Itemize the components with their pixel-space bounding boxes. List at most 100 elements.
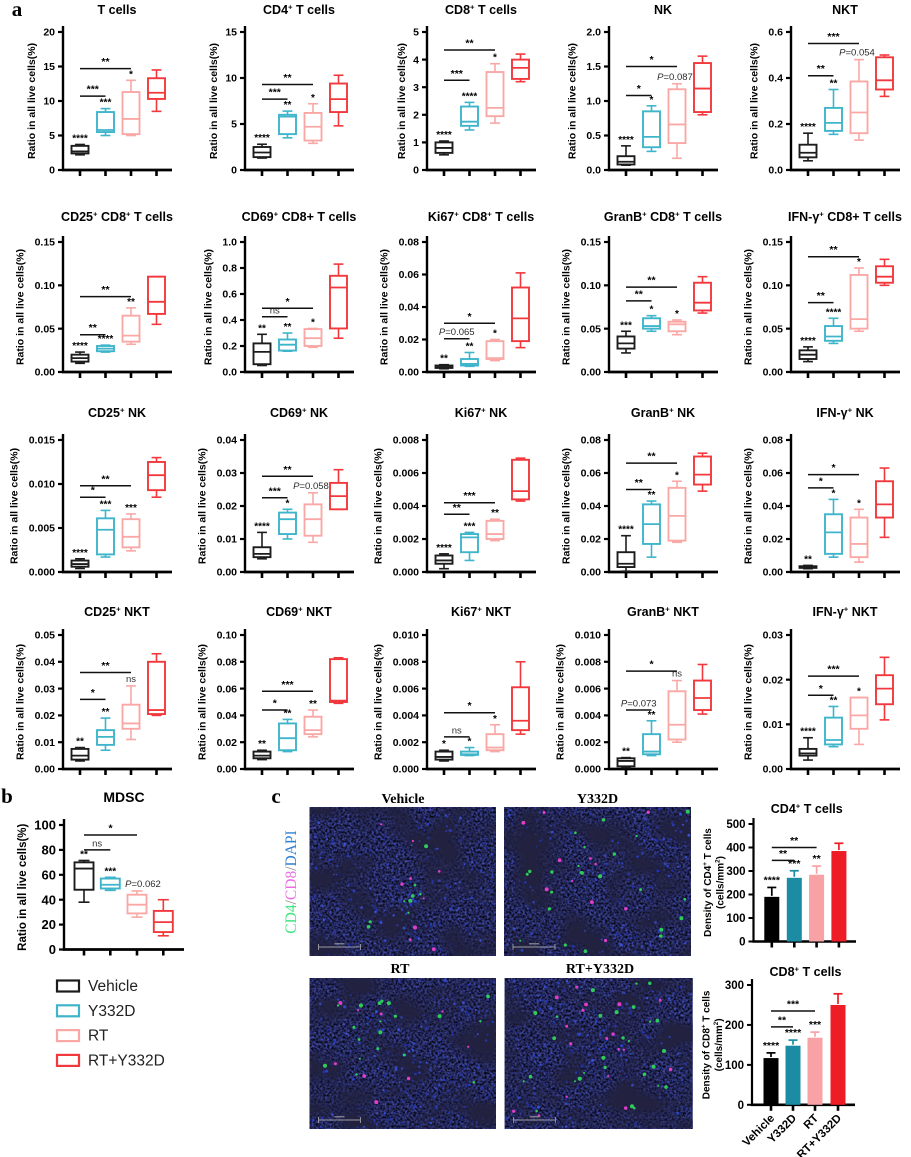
svg-text:0.03: 0.03 <box>217 468 238 480</box>
svg-text:0.05: 0.05 <box>35 323 56 335</box>
svg-text:CD69+ CD8+ T cells: CD69+ CD8+ T cells <box>242 209 357 224</box>
svg-text:Ratio in all live cells(%): Ratio in all live cells(%) <box>742 249 754 365</box>
svg-text:CD8+ T cells: CD8+ T cells <box>770 964 842 979</box>
svg-text:****: **** <box>800 336 816 347</box>
svg-text:GranB+ CD8+ T cells: GranB+ CD8+ T cells <box>604 209 722 224</box>
svg-text:IFN-γ+ CD8+ T cells: IFN-γ+ CD8+ T cells <box>788 209 902 224</box>
svg-text:b: b <box>1 784 13 808</box>
svg-text:0: 0 <box>49 942 56 957</box>
svg-text:200: 200 <box>725 1020 744 1032</box>
svg-text:0.04: 0.04 <box>763 501 784 513</box>
svg-text:*: * <box>832 488 836 499</box>
svg-text:P=0.065: P=0.065 <box>439 327 475 338</box>
svg-text:P=0.062: P=0.062 <box>125 879 161 890</box>
svg-text:RT: RT <box>391 962 411 977</box>
svg-text:0.10: 0.10 <box>763 280 784 292</box>
svg-text:0.02: 0.02 <box>763 674 784 686</box>
svg-text:*: * <box>650 305 654 316</box>
svg-text:500: 500 <box>726 819 745 831</box>
svg-text:0.06: 0.06 <box>399 269 420 281</box>
svg-text:0.8: 0.8 <box>222 263 237 275</box>
svg-text:Ki67+ NKT: Ki67+ NKT <box>451 604 511 619</box>
svg-text:0.02: 0.02 <box>581 534 602 546</box>
svg-text:**: ** <box>80 849 88 860</box>
svg-text:ns: ns <box>126 674 136 685</box>
svg-text:RT: RT <box>88 1028 109 1045</box>
svg-text:Ratio in all live cells(%): Ratio in all live cells(%) <box>373 644 385 760</box>
svg-text:*: * <box>649 54 654 66</box>
svg-text:CD25+ NK: CD25+ NK <box>88 405 146 420</box>
svg-text:*: * <box>493 53 497 64</box>
svg-text:CD4/CD8/DAPI: CD4/CD8/DAPI <box>283 830 300 933</box>
svg-text:Ratio in all live cells(%): Ratio in all live cells(%) <box>378 249 390 365</box>
svg-text:***: *** <box>125 503 137 514</box>
svg-text:0.5: 0.5 <box>586 130 601 142</box>
svg-text:0.015: 0.015 <box>29 435 55 447</box>
svg-text:P=0.087: P=0.087 <box>657 72 693 83</box>
svg-text:**: ** <box>284 708 292 719</box>
svg-text:0.04: 0.04 <box>217 435 238 447</box>
svg-text:0.006: 0.006 <box>393 468 419 480</box>
svg-text:MDSC: MDSC <box>103 789 144 805</box>
svg-text:*: * <box>467 311 472 323</box>
svg-text:0.00: 0.00 <box>581 367 602 379</box>
svg-text:*: * <box>467 700 472 712</box>
svg-text:1.0: 1.0 <box>586 96 601 108</box>
svg-text:(cells/mm2): (cells/mm2) <box>715 856 727 909</box>
svg-text:0.002: 0.002 <box>575 737 601 749</box>
svg-text:0: 0 <box>49 165 55 177</box>
svg-text:**: ** <box>813 853 822 865</box>
svg-text:0.02: 0.02 <box>217 737 238 749</box>
svg-text:CD69+ NK: CD69+ NK <box>270 405 328 420</box>
svg-text:0.00: 0.00 <box>217 567 238 579</box>
svg-text:**: ** <box>127 297 135 308</box>
svg-text:Ratio in all live cells(%): Ratio in all live cells(%) <box>196 448 208 564</box>
svg-text:100: 100 <box>34 818 56 833</box>
svg-text:Ratio in all live cells(%): Ratio in all live cells(%) <box>748 43 760 159</box>
svg-text:**: ** <box>817 290 826 302</box>
svg-text:0.008: 0.008 <box>393 435 419 447</box>
svg-text:15: 15 <box>43 61 55 73</box>
svg-text:**: ** <box>778 1014 787 1026</box>
svg-text:*: * <box>637 83 642 95</box>
svg-text:0.00: 0.00 <box>763 764 784 776</box>
svg-text:*: * <box>493 714 497 725</box>
svg-text:*: * <box>273 698 278 710</box>
svg-text:0.008: 0.008 <box>393 656 419 668</box>
svg-text:0.02: 0.02 <box>35 710 56 722</box>
svg-text:0.10: 0.10 <box>217 630 238 642</box>
svg-text:0: 0 <box>413 165 419 177</box>
svg-text:Ratio in all live cells(%): Ratio in all live cells(%) <box>196 644 208 760</box>
svg-text:0.05: 0.05 <box>581 323 602 335</box>
svg-text:*: * <box>108 822 113 834</box>
svg-text:Ratio in all live cells(%): Ratio in all live cells(%) <box>208 43 220 159</box>
svg-text:0.0: 0.0 <box>768 165 783 177</box>
svg-text:**: ** <box>284 100 292 111</box>
svg-text:Vehicle: Vehicle <box>88 978 138 995</box>
svg-text:RT+Y332D: RT+Y332D <box>566 962 634 977</box>
svg-text:**: ** <box>453 502 462 514</box>
svg-text:*: * <box>650 95 654 106</box>
svg-text:**: ** <box>790 835 799 847</box>
svg-text:0.00: 0.00 <box>35 764 56 776</box>
svg-text:0.15: 0.15 <box>35 237 56 249</box>
svg-text:**: ** <box>465 37 474 49</box>
svg-text:**: ** <box>258 739 266 750</box>
svg-text:*: * <box>493 329 497 340</box>
svg-text:****: **** <box>254 133 270 144</box>
svg-text:0.010: 0.010 <box>575 630 601 642</box>
svg-text:0.06: 0.06 <box>763 468 784 480</box>
svg-text:CD4+ T cells: CD4+ T cells <box>263 2 335 17</box>
svg-text:0.02: 0.02 <box>399 334 420 346</box>
svg-text:****: **** <box>763 1040 780 1052</box>
svg-text:**: ** <box>102 707 110 718</box>
svg-text:****: **** <box>764 874 781 886</box>
svg-text:ns: ns <box>672 669 682 680</box>
svg-text:****: **** <box>785 1027 802 1039</box>
svg-text:**: ** <box>466 342 474 353</box>
svg-text:**: ** <box>779 848 788 860</box>
svg-text:a: a <box>12 0 23 21</box>
svg-text:****: **** <box>618 525 634 536</box>
svg-text:ns: ns <box>270 305 280 316</box>
svg-text:100: 100 <box>726 913 745 925</box>
